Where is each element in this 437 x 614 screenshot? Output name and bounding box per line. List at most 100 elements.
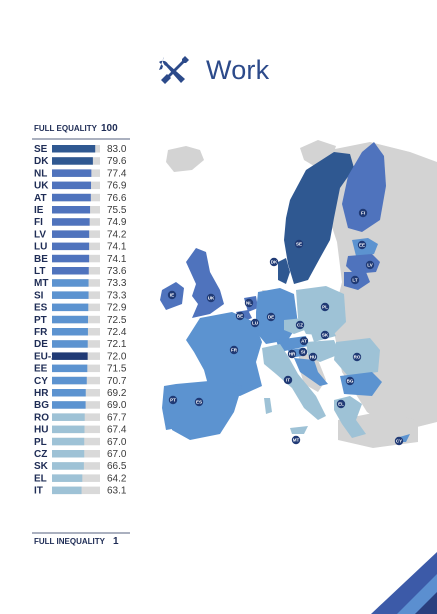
bar-bg (52, 401, 86, 409)
bar-label-lt: LT (34, 266, 45, 277)
map-label-at: AT (301, 339, 307, 344)
bar-value-si: 73.3 (107, 290, 127, 301)
bar-label-de: DE (34, 339, 48, 350)
map-se (284, 152, 354, 284)
map-badge-de (266, 312, 276, 322)
bar-label-be: BE (34, 254, 48, 265)
map-dk (278, 258, 290, 284)
map-label-lv: LV (367, 263, 372, 268)
map-label-bg: BG (347, 379, 354, 384)
bar-it (52, 486, 82, 495)
map-badge-sk (320, 330, 330, 340)
map-badge-fi (358, 208, 368, 218)
tools-icon (159, 56, 189, 84)
bar-value-ro: 67.7 (107, 412, 127, 423)
map-label-ee: EE (359, 243, 365, 248)
bar-ie (52, 206, 91, 214)
bar-label-uk: UK (34, 181, 49, 192)
bar-label-nl: NL (34, 168, 47, 179)
map-label-ie: IE (170, 293, 174, 298)
map-label-hu: HU (310, 355, 317, 360)
bar-value-el: 64.2 (107, 473, 127, 484)
map-label-nl: NL (246, 301, 252, 306)
map-hr (294, 358, 328, 386)
map-pt (162, 384, 180, 430)
bar-label-mt: MT (34, 278, 48, 289)
bar-value-cz: 67.0 (107, 449, 127, 460)
bar-value-se: 83.0 (107, 144, 127, 155)
bar-value-fi: 74.9 (107, 217, 127, 228)
bar-ee (52, 364, 88, 373)
map-badge-pl (320, 302, 330, 312)
bar-label-hr: HR (34, 388, 49, 399)
map-badge-be (235, 311, 245, 321)
bar-pl (52, 437, 85, 446)
bar-value-sk: 66.5 (107, 461, 127, 472)
map-label-hr: HR (289, 352, 296, 357)
map-label-cz: CZ (297, 323, 303, 328)
map-label-fr: FR (231, 348, 238, 353)
bar-label-cz: CZ (34, 449, 47, 460)
map-badge-it (283, 375, 293, 385)
bar-value-eu-28: 72.0 (107, 351, 127, 362)
bar-mt (52, 279, 89, 287)
map-label-lt: LT (352, 278, 357, 283)
bar-cz (52, 450, 85, 458)
bar-uk (52, 181, 92, 190)
map-label-lu: LU (252, 321, 258, 326)
bar-label-ro: RO (34, 412, 49, 423)
bar-value-it: 63.1 (107, 486, 127, 497)
bar-label-ee: EE (34, 364, 48, 375)
bar-label-se: SE (34, 144, 48, 155)
bar-label-el: EL (34, 473, 47, 484)
map-badge-el (336, 399, 346, 409)
map-label-pt: PT (170, 398, 176, 403)
bar-label-it: IT (34, 486, 43, 497)
bar-value-bg: 69.0 (107, 400, 127, 411)
map-badge-dk (269, 257, 279, 267)
bar-label-cy: CY (34, 376, 48, 387)
bar-value-at: 76.6 (107, 193, 127, 204)
map-label-de: DE (268, 315, 274, 320)
map-label-ro: RO (354, 355, 361, 360)
map-badge-lt (350, 275, 360, 285)
map-it (262, 344, 326, 420)
bar-de (52, 340, 88, 348)
bar-value-dk: 79.6 (107, 156, 127, 167)
bar-at (52, 193, 91, 202)
bar-hu (52, 425, 85, 434)
bar-value-be: 74.1 (107, 254, 127, 265)
map-badge-mt (291, 435, 301, 445)
bar-nl (52, 169, 92, 177)
bar-sk (52, 462, 84, 470)
title-block: Work (158, 52, 269, 88)
map-badge-lu (250, 318, 260, 328)
map-uk (186, 248, 224, 318)
map-badge-hr (287, 349, 297, 359)
bar-label-fi: FI (34, 217, 43, 228)
map-badge-lv (365, 260, 375, 270)
map-badge-se (294, 239, 304, 249)
map-badge-nl (244, 298, 254, 308)
map-label-badges: SE FI EE LV LT DK IE UK NL BE LU DE PL CZ SK AT SI HU HR RO… (167, 208, 404, 446)
map-badge-cy (394, 436, 404, 446)
corner-decoration (371, 552, 437, 614)
map-label-cy: CY (396, 439, 402, 444)
bar-es (52, 303, 89, 312)
bar-label-si: SI (34, 290, 44, 301)
bar-hr (52, 389, 86, 397)
bar-lt (52, 267, 89, 275)
bar-el (52, 474, 83, 482)
map-label-pl: PL (322, 305, 328, 310)
bar-value-lu: 74.1 (107, 242, 127, 253)
bar-label-hu: HU (34, 425, 48, 436)
map-label-uk: UK (208, 296, 215, 301)
bar-lu (52, 242, 90, 251)
map-badge-pt (168, 395, 178, 405)
bar-value-uk: 76.9 (107, 181, 127, 192)
bar-label-lu: LU (34, 242, 47, 253)
bar-fi (52, 218, 90, 226)
full-inequality-label: FULL INEQUALITY (34, 537, 106, 546)
